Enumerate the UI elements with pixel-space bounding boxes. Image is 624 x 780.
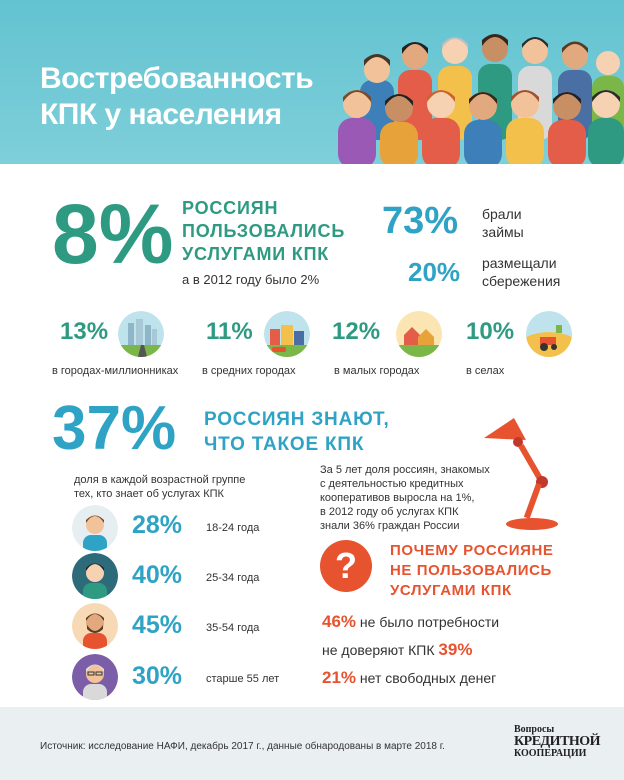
reason-text: нет свободных денег — [359, 670, 497, 686]
age-label: старше 55 лет — [206, 673, 280, 685]
age-percent: 30% — [132, 662, 183, 690]
settlement-percent: 12% — [332, 318, 381, 345]
age-percent: 40% — [132, 561, 183, 589]
age-percent: 45% — [132, 611, 183, 639]
reasons-heading-line2: НЕ ПОЛЬЗОВАЛИСЬ — [390, 562, 552, 579]
footer — [0, 707, 624, 780]
logo-line3: КООПЕРАЦИИ — [514, 748, 587, 759]
age-label: 35-54 года — [206, 622, 260, 634]
awareness-note-line4: в 2012 году об услугах КПК — [320, 506, 459, 518]
awareness-heading-line2: ЧТО ТАКОЕ КПК — [204, 434, 365, 455]
page-title-line2: КПК у населения — [40, 98, 282, 131]
avatar-adult-icon — [72, 553, 118, 599]
avatar-bearded-icon — [72, 603, 118, 649]
reason-percent: 39% — [438, 640, 473, 659]
page-title-line1: Востребованность — [40, 62, 314, 95]
city-skyline-icon — [118, 311, 164, 357]
usage-percent: 8% — [52, 187, 174, 281]
reason-item: 46% не было потребности — [322, 612, 499, 632]
logo-line2: КРЕДИТНОЙ — [514, 734, 601, 749]
reason-item: не доверяют КПК 39% — [322, 640, 472, 660]
header-banner: Востребованность КПК у населения — [0, 0, 624, 164]
settlement-percent: 11% — [206, 318, 253, 345]
usage-heading-line3: УСЛУГАМИ КПК — [182, 244, 330, 264]
savings-label-line2: сбережения — [482, 273, 561, 289]
settlement-label: в средних городах — [202, 365, 296, 377]
usage-heading-line1: РОССИЯН — [182, 198, 279, 218]
settlement-percent: 10% — [466, 318, 515, 345]
question-mark-icon: ? — [320, 540, 372, 592]
awareness-note-line1: За 5 лет доля россиян, знакомых — [320, 464, 490, 476]
usage-heading-line2: ПОЛЬЗОВАЛИСЬ — [182, 221, 346, 241]
savings-label-line1: размещали — [482, 255, 557, 271]
usage-note: а в 2012 году было 2% — [182, 272, 320, 287]
reasons-heading-line1: ПОЧЕМУ РОССИЯНЕ — [390, 542, 554, 559]
loans-percent: 73% — [382, 200, 459, 242]
reasons-heading-line3: УСЛУГАМИ КПК — [390, 582, 512, 599]
publication-logo: Вопросы КРЕДИТНОЙ КООПЕРАЦИИ — [514, 725, 606, 759]
desk-lamp-illustration — [484, 418, 558, 530]
loans-label-line2: займы — [482, 224, 524, 240]
age-label: 25-34 года — [206, 572, 260, 584]
small-town-icon — [396, 311, 442, 357]
source-note: Источник: исследование НАФИ, декабрь 201… — [40, 741, 445, 752]
age-subtitle-line2: тех, кто знает об услугах КПК — [74, 488, 224, 500]
reason-text: не было потребности — [359, 614, 500, 630]
settlement-label: в малых городах — [334, 365, 420, 377]
awareness-note-line2: с деятельностью кредитных — [320, 478, 464, 490]
reason-item: 21% нет свободных денег — [322, 668, 496, 688]
loans-label-line1: брали — [482, 206, 522, 222]
awareness-note-line5: знали 36% граждан России — [320, 520, 460, 532]
reason-percent: 21% — [322, 668, 357, 687]
logo-line1: Вопросы — [514, 724, 555, 735]
village-tractor-icon — [526, 311, 572, 357]
age-label: 18-24 года — [206, 522, 260, 534]
age-percent: 28% — [132, 511, 183, 539]
town-icon — [264, 311, 310, 357]
settlement-label: в городах-миллионниках — [52, 365, 179, 377]
awareness-note-line3: кооперативов выросла на 1%, — [320, 492, 475, 504]
savings-percent: 20% — [408, 257, 461, 287]
reason-text: не доверяют КПК — [322, 642, 435, 658]
settlement-label: в селах — [466, 365, 505, 377]
awareness-heading-line1: РОССИЯН ЗНАЮТ, — [204, 409, 390, 430]
age-subtitle-line1: доля в каждой возрастной группе — [74, 474, 246, 486]
settlement-percent: 13% — [60, 318, 109, 345]
reason-percent: 46% — [322, 612, 357, 631]
awareness-percent: 37% — [52, 394, 177, 463]
avatar-senior-icon — [72, 654, 118, 700]
crowd-illustration — [338, 34, 624, 164]
avatar-young-icon — [72, 505, 118, 551]
